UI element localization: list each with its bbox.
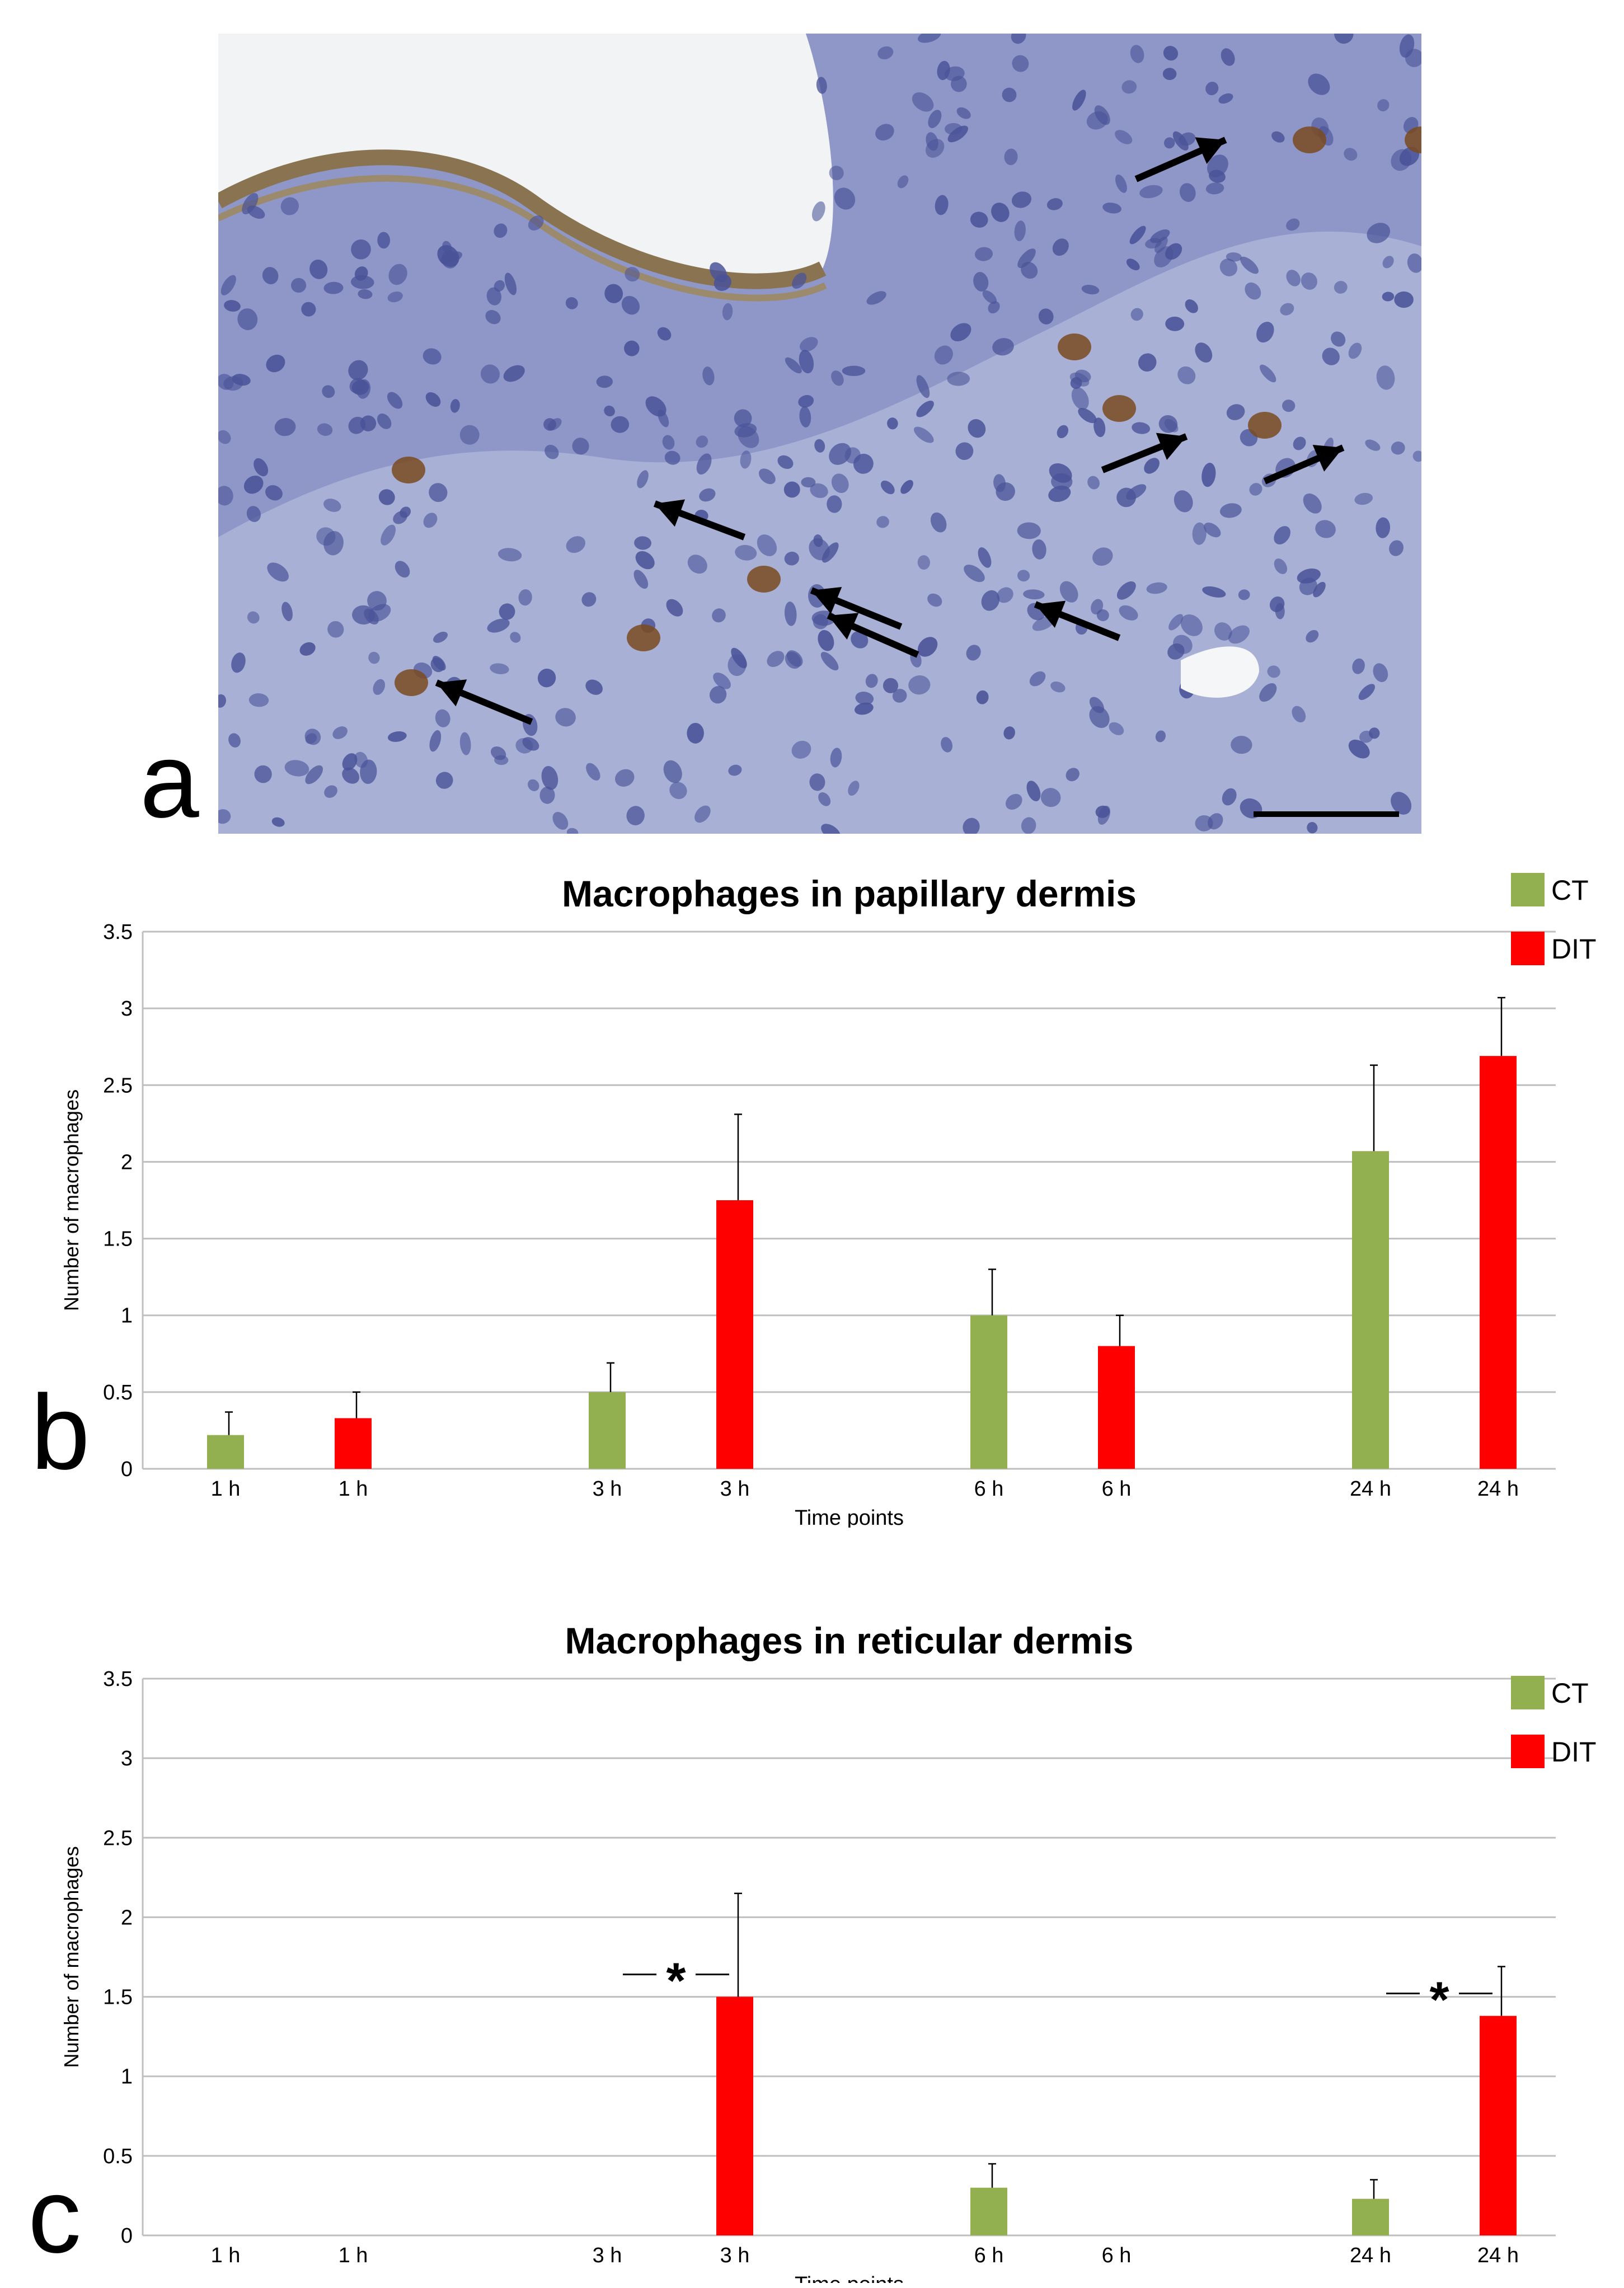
bar-dit-24h <box>1480 1056 1517 1469</box>
arrow-8-head <box>1195 137 1226 165</box>
x-tick-label: 6 h <box>1102 2244 1132 2267</box>
y-tick-label: 0.5 <box>103 2145 133 2168</box>
bar-ct-6h <box>970 1315 1007 1469</box>
arrow-3-head <box>828 613 859 640</box>
macrophage-cell <box>1405 126 1421 153</box>
legend-swatch-dit <box>1511 932 1545 965</box>
cell-nuclei <box>218 34 1421 834</box>
arrow-4-head <box>811 586 842 614</box>
macrophage-cell <box>1102 395 1136 422</box>
y-tick-label: 0 <box>121 1458 133 1481</box>
x-tick-label: 3 h <box>593 1477 622 1501</box>
macrophage-cell <box>627 624 660 651</box>
x-tick-label: 6 h <box>974 2244 1004 2267</box>
legend-swatch-ct <box>1511 1676 1545 1709</box>
y-tick-label: 2.5 <box>103 1826 133 1850</box>
vessel-lumen <box>1181 646 1259 698</box>
chart-reticular-dermis: Macrophages in reticular dermis 0 0.5 1 1.5 2… <box>60 1620 1597 2283</box>
legend-label-dit: DIT <box>1551 1736 1597 1768</box>
y-tick-label: 3.5 <box>103 920 133 944</box>
macrophage-cell <box>395 669 428 696</box>
panel-label-c: c <box>28 2157 81 2275</box>
y-tick-label: 1 <box>121 1304 133 1328</box>
x-tick-label: 3 h <box>720 2244 750 2267</box>
legend-label-ct: CT <box>1551 1678 1589 1709</box>
x-tick-label: 24 h <box>1350 1477 1391 1501</box>
panel-label-a: a <box>140 721 199 840</box>
bar-ct-1h <box>207 1435 244 1469</box>
macrophage-cell <box>1293 126 1326 153</box>
panel-label-b: b <box>31 1373 90 1492</box>
x-tick-label: 1 h <box>211 1477 241 1501</box>
y-tick-label: 1.5 <box>103 1228 133 1251</box>
x-tick-label: 1 h <box>339 2244 368 2267</box>
bar-dit-3h <box>716 1996 753 2235</box>
y-tick-label: 2 <box>121 1906 133 1929</box>
x-axis-label: Time points <box>795 2273 904 2283</box>
background-area <box>218 34 833 281</box>
x-tick-label: 24 h <box>1477 2244 1519 2267</box>
legend-swatch-dit <box>1511 1735 1545 1768</box>
x-tick-label: 24 h <box>1350 2244 1391 2267</box>
arrow-6-head <box>1156 433 1186 460</box>
x-tick-label: 24 h <box>1477 1477 1519 1501</box>
x-tick-label: 3 h <box>593 2244 622 2267</box>
x-axis-label: Time points <box>795 1506 904 1528</box>
x-tick-label: 1 h <box>211 2244 241 2267</box>
bar-dit-24h <box>1480 2015 1517 2235</box>
bar-dit-1h <box>335 1418 372 1469</box>
y-tick-label: 3 <box>121 997 133 1021</box>
y-tick-label: 0.5 <box>103 1381 133 1404</box>
macrophage-cell <box>1058 333 1091 360</box>
x-tick-label: 6 h <box>974 1477 1004 1501</box>
macrophage-cell <box>1248 412 1282 439</box>
chart-title: Macrophages in papillary dermis <box>562 873 1137 914</box>
y-tick-label: 3.5 <box>103 1667 133 1691</box>
bar-ct-24h <box>1352 2198 1389 2235</box>
y-tick-label: 2 <box>121 1150 133 1174</box>
bar-dit-3h <box>716 1200 753 1469</box>
significance-star: * <box>1429 1972 1449 2028</box>
bar-dit-6h <box>1098 1346 1135 1469</box>
micrograph-image <box>218 34 1421 834</box>
y-axis-label: Number of macrophages <box>60 1846 83 2068</box>
legend-swatch-ct <box>1511 873 1545 906</box>
arrow-5-head <box>1035 600 1066 628</box>
y-tick-label: 1 <box>121 2065 133 2089</box>
chart-papillary-dermis: Macrophages in papillary dermis 0 0.5 1 1.5 2… <box>60 873 1597 1528</box>
y-tick-label: 1.5 <box>103 1986 133 2009</box>
legend-label-dit: DIT <box>1551 933 1597 965</box>
macrophage-cell <box>392 457 425 483</box>
arrow-7-head <box>1312 445 1343 472</box>
arrow-1-head <box>436 679 467 707</box>
x-tick-label: 1 h <box>339 1477 368 1501</box>
y-tick-label: 2.5 <box>103 1074 133 1097</box>
y-tick-label: 0 <box>121 2224 133 2248</box>
bar-ct-6h <box>970 2187 1007 2235</box>
x-tick-label: 6 h <box>1102 1477 1132 1501</box>
macrophage-cell <box>747 566 781 593</box>
y-axis-label: Number of macrophages <box>60 1089 83 1311</box>
significance-star: * <box>666 1953 686 2009</box>
stratum-corneum <box>218 149 827 289</box>
arrow-2-head <box>655 499 686 527</box>
chart-title: Macrophages in reticular dermis <box>565 1620 1133 1661</box>
x-tick-label: 3 h <box>720 1477 750 1501</box>
y-tick-label: 3 <box>121 1747 133 1770</box>
legend-label-ct: CT <box>1551 875 1589 906</box>
bar-ct-3h <box>589 1392 626 1469</box>
bar-ct-24h <box>1352 1151 1389 1469</box>
